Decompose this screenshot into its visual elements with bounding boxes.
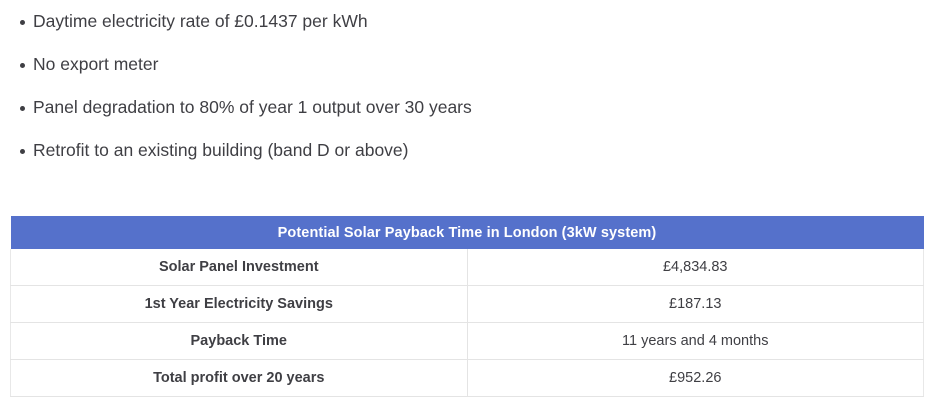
table-row: Solar Panel Investment £4,834.83 [10,249,924,286]
payback-table-container: Potential Solar Payback Time in London (… [10,216,924,397]
table-title-row: Potential Solar Payback Time in London (… [10,216,924,249]
bullet-icon [20,62,25,68]
metric-label: Solar Panel Investment [10,249,468,286]
assumptions-list: Daytime electricity rate of £0.1437 per … [0,0,472,172]
list-item: No export meter [0,43,472,86]
metric-value: 11 years and 4 months [466,322,924,360]
list-item-text: Panel degradation to 80% of year 1 outpu… [33,97,472,117]
metric-value: £952.26 [466,359,924,397]
list-item: Daytime electricity rate of £0.1437 per … [0,0,472,43]
table-title: Potential Solar Payback Time in London (… [10,216,924,249]
metric-label: Payback Time [10,322,468,360]
list-item: Panel degradation to 80% of year 1 outpu… [0,86,472,129]
list-item-text: Daytime electricity rate of £0.1437 per … [33,11,368,31]
bullet-icon [20,19,25,25]
list-item: Retrofit to an existing building (band D… [0,129,472,172]
table-row: Payback Time 11 years and 4 months [10,322,924,360]
metric-label: 1st Year Electricity Savings [10,285,468,323]
table-head: Potential Solar Payback Time in London (… [10,216,924,249]
metric-label: Total profit over 20 years [10,359,468,397]
list-item-text: Retrofit to an existing building (band D… [33,140,409,160]
table-row: Total profit over 20 years £952.26 [10,359,924,397]
list-item-text: No export meter [33,54,159,74]
metric-value: £4,834.83 [466,249,924,286]
table-body: Solar Panel Investment £4,834.83 1st Yea… [10,249,924,397]
bullet-icon [20,105,25,111]
metric-value: £187.13 [466,285,924,323]
payback-table: Potential Solar Payback Time in London (… [10,216,924,397]
bullet-icon [20,148,25,154]
table-row: 1st Year Electricity Savings £187.13 [10,285,924,323]
